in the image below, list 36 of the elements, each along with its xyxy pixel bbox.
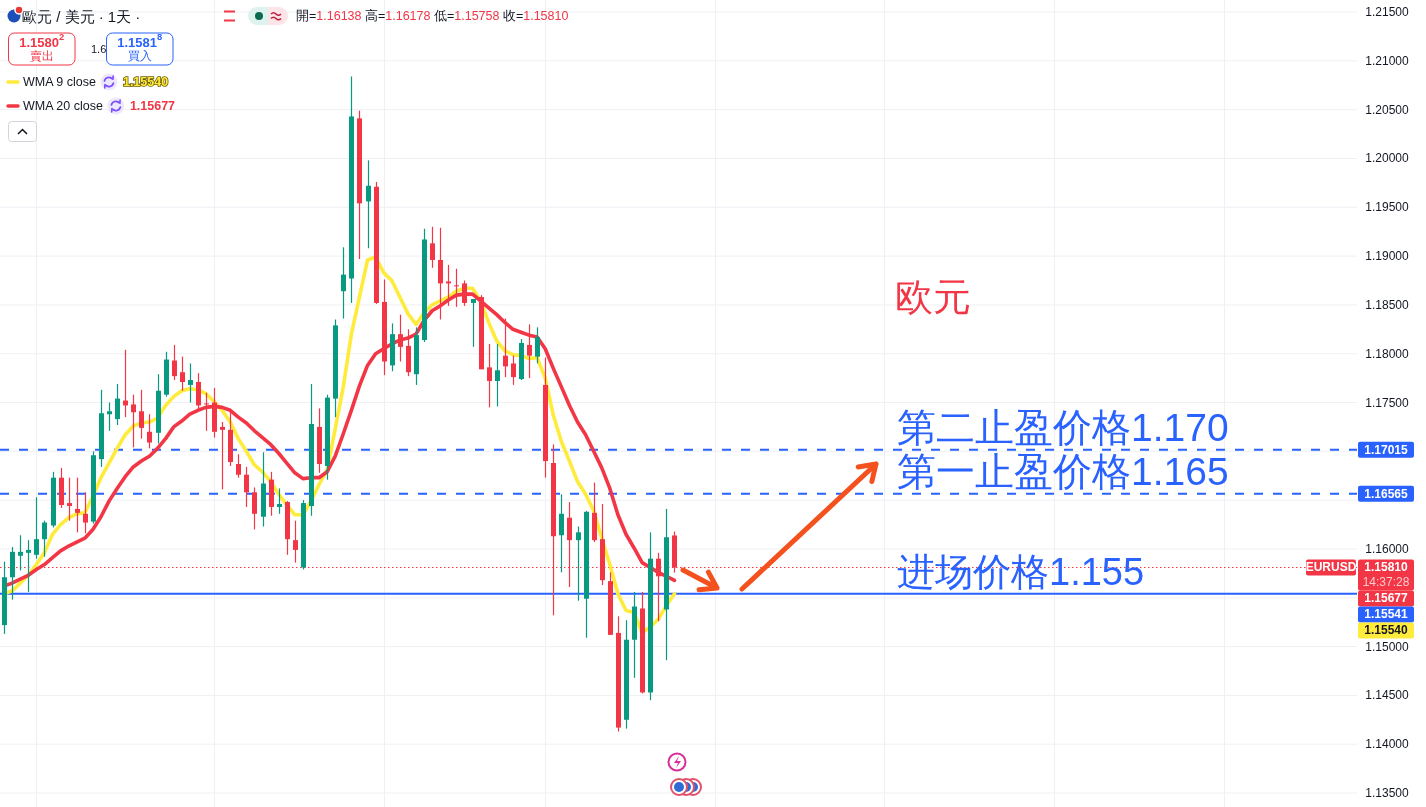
y-tick-label: 1.18000 (1365, 346, 1410, 361)
y-tick-label: 1.18500 (1365, 297, 1410, 312)
ref-line-label: 1.16565 (1364, 486, 1409, 501)
y-tick-label: 1.16000 (1365, 541, 1410, 556)
annotation: 1.15540 (122, 75, 169, 89)
annotation: 第二止盈价格1.170 (897, 405, 1229, 449)
annotation: 賣出 (29, 50, 54, 63)
annotation: 1.15677 (129, 99, 176, 113)
annotation: 1.1581$^{8}$ (117, 32, 163, 50)
chart-subtitle: 開=1.16138 高=1.16178 低=1.15758 收=1.15810 (296, 8, 569, 23)
ref-line-label: 1.17015 (1364, 442, 1409, 457)
annotation: 进场价格1.155 (897, 550, 1145, 593)
legend-label: WMA 20 close (23, 99, 103, 113)
y-tick-label: 1.21000 (1365, 53, 1410, 68)
y-tick-label: 1.14500 (1365, 688, 1410, 703)
ref-line-label: 1.15541 (1364, 607, 1409, 622)
y-tick-label: 1.13500 (1365, 786, 1410, 800)
y-tick-label: 1.14000 (1365, 737, 1410, 752)
y-tick-label: 1.20500 (1365, 102, 1410, 117)
text: 14:37:28 (1362, 575, 1410, 590)
y-tick-label: 1.20000 (1365, 151, 1410, 166)
y-tick-label: 1.19000 (1365, 249, 1410, 264)
legend-label: WMA 9 close (23, 75, 96, 89)
y-tick-label: 1.19500 (1365, 200, 1410, 215)
y-tick-label: 1.15000 (1365, 639, 1410, 654)
text: 1.15677 (1364, 591, 1409, 606)
y-tick-label: 1.21500 (1365, 5, 1410, 19)
chart-title: 歐元 / 美元 · 1天 · (22, 7, 141, 25)
annotation: 1.6 (91, 43, 107, 55)
y-tick-label: 1.17500 (1365, 395, 1410, 410)
annotation: 欧元 (895, 276, 971, 318)
annotation: 1.1580$^{2}$ (19, 32, 65, 50)
annotation: 第一止盈价格1.165 (897, 449, 1229, 493)
text: 1.15540 (1364, 623, 1409, 638)
annotation: 買入 (127, 49, 152, 62)
ref-line-label: 1.15810 (1364, 560, 1409, 575)
